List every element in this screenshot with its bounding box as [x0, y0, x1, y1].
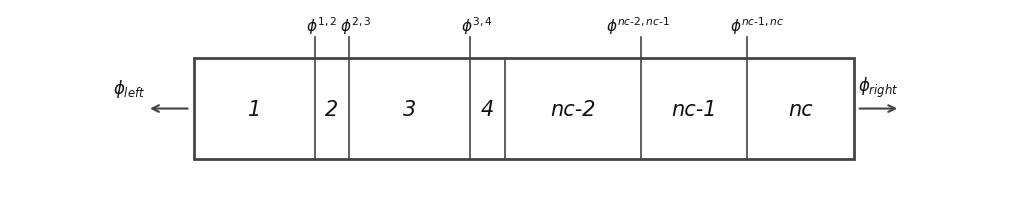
Text: nc-1: nc-1 — [671, 99, 717, 119]
Text: $\phi_{right}$: $\phi_{right}$ — [859, 76, 899, 100]
Text: nc-2: nc-2 — [551, 99, 595, 119]
Text: $\phi_{left}$: $\phi_{left}$ — [114, 78, 146, 100]
Text: 2: 2 — [325, 99, 339, 119]
Text: 4: 4 — [481, 99, 494, 119]
Text: $\phi^{1,2}$: $\phi^{1,2}$ — [305, 15, 337, 37]
Text: 1: 1 — [247, 99, 261, 119]
Text: $\phi^{nc\text{-}1,nc}$: $\phi^{nc\text{-}1,nc}$ — [730, 15, 785, 37]
Bar — [194, 58, 854, 160]
Text: $\phi^{2,3}$: $\phi^{2,3}$ — [340, 15, 371, 37]
Text: $\phi^{3,4}$: $\phi^{3,4}$ — [461, 15, 493, 37]
Text: 3: 3 — [404, 99, 417, 119]
Text: $\phi^{nc\text{-}2,nc\text{-}1}$: $\phi^{nc\text{-}2,nc\text{-}1}$ — [605, 15, 670, 37]
Text: nc: nc — [788, 99, 813, 119]
